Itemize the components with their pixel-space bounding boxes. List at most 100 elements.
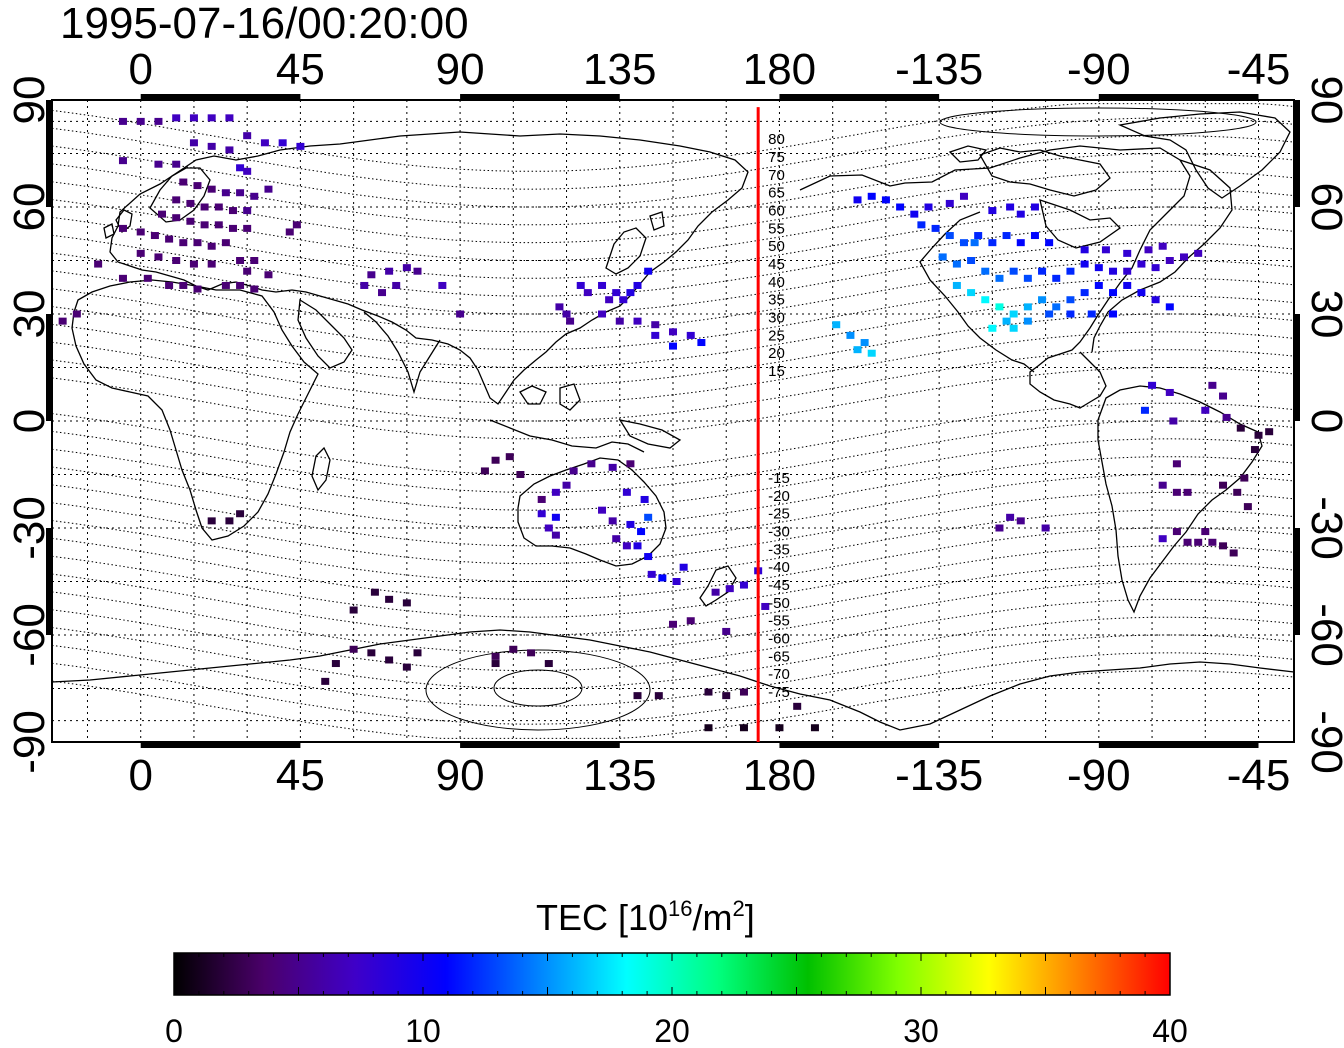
tec-point — [1023, 303, 1032, 311]
axis-bar-right — [1294, 314, 1300, 421]
tec-point — [264, 271, 273, 279]
tec-point — [598, 281, 607, 289]
tec-point — [1201, 528, 1210, 536]
axis-bar-left — [46, 100, 52, 207]
tec-point — [587, 460, 596, 468]
axis-bar-right — [1294, 100, 1300, 207]
tec-point — [988, 239, 997, 247]
coastlines — [52, 107, 1294, 731]
magnetic-lat-label: 70 — [768, 167, 785, 184]
tec-point — [647, 570, 656, 578]
coast-canadian-arctic — [948, 145, 1122, 249]
tec-point — [509, 645, 518, 653]
tec-point — [725, 585, 734, 593]
tec-point — [1066, 296, 1075, 304]
tec-point — [1172, 460, 1181, 468]
tec-point — [186, 217, 195, 225]
tec-point — [243, 224, 252, 232]
tec-point — [58, 317, 67, 325]
tec-point — [952, 260, 961, 268]
axis-bar-top — [779, 94, 940, 100]
top-lon-label: 45 — [276, 45, 325, 94]
tec-point — [136, 117, 145, 125]
tec-point — [367, 649, 376, 657]
tec-point — [967, 289, 976, 297]
axis-bar-top — [1098, 94, 1259, 100]
magnetic-contour — [52, 224, 1294, 297]
coast-arabia — [297, 298, 353, 369]
tec-point — [793, 702, 802, 710]
magnetic-contour — [52, 438, 1294, 511]
tec-point — [1006, 513, 1015, 521]
tec-point — [243, 132, 252, 140]
tec-point — [988, 324, 997, 332]
tec-point — [236, 189, 245, 197]
magnetic-contour — [52, 135, 1294, 208]
tec-point — [1165, 388, 1174, 396]
tec-point — [1229, 549, 1238, 557]
tec-point — [118, 224, 127, 232]
tec-point — [924, 203, 933, 211]
tec-point — [686, 617, 695, 625]
magnetic-lat-label: 60 — [768, 203, 785, 220]
tec-point — [910, 210, 919, 218]
tec-point — [118, 274, 127, 282]
tec-point — [1052, 303, 1061, 311]
tec-point — [285, 228, 294, 236]
magnetic-lat-label: -15 — [768, 470, 790, 487]
tec-point — [1240, 474, 1249, 482]
tec-point — [1052, 274, 1061, 282]
tec-point — [331, 660, 340, 668]
tec-point — [1158, 481, 1167, 489]
bottom-lon-label: 90 — [436, 751, 485, 800]
tec-point — [385, 595, 394, 603]
tec-point — [622, 542, 631, 550]
tec-point — [551, 531, 560, 539]
tec-point — [598, 506, 607, 514]
bottom-lon-label: 180 — [743, 751, 816, 800]
tec-point — [626, 289, 635, 297]
magnetic-lat-label: 55 — [768, 220, 785, 237]
tec-point — [1208, 538, 1217, 546]
tec-point — [981, 267, 990, 275]
tec-point — [236, 164, 245, 172]
tec-point — [278, 139, 287, 147]
magnetic-lat-label: -45 — [768, 577, 790, 594]
tec-point — [189, 114, 198, 122]
tec-point — [672, 578, 681, 585]
tec-point — [1094, 264, 1103, 272]
tec-point — [1254, 431, 1263, 439]
tec-point — [1080, 289, 1089, 297]
magnetic-lat-label: 50 — [768, 238, 785, 255]
tec-point — [669, 328, 677, 336]
magnetic-contour — [52, 598, 1294, 672]
tec-point — [349, 645, 358, 653]
axis-bar-bottom — [779, 742, 940, 748]
magnetic-lat-label: 15 — [768, 363, 785, 380]
tec-point — [938, 253, 947, 261]
coast-new-zealand — [699, 565, 737, 607]
tec-point — [118, 117, 127, 125]
magnetic-contour — [52, 580, 1294, 654]
coast-africa — [71, 279, 319, 541]
tec-point — [626, 460, 635, 468]
magnetic-contour — [52, 670, 1294, 739]
tec-point — [1016, 239, 1025, 247]
tec-point — [505, 453, 514, 461]
tec-point — [1002, 232, 1011, 240]
tec-point — [860, 339, 869, 347]
tec-point — [988, 207, 997, 215]
tec-point — [626, 520, 635, 528]
tec-point — [402, 663, 411, 671]
tec-point — [1066, 310, 1075, 318]
tec-point — [967, 257, 976, 264]
tec-point — [1123, 267, 1132, 275]
left-lat-label: 60 — [5, 183, 54, 232]
magnetic-pole-south-contour-outer — [425, 649, 651, 731]
tec-point — [1158, 535, 1167, 543]
tec-point — [1023, 317, 1032, 325]
tec-point — [1208, 381, 1217, 389]
tec-point — [722, 692, 731, 700]
tec-point — [172, 257, 181, 264]
